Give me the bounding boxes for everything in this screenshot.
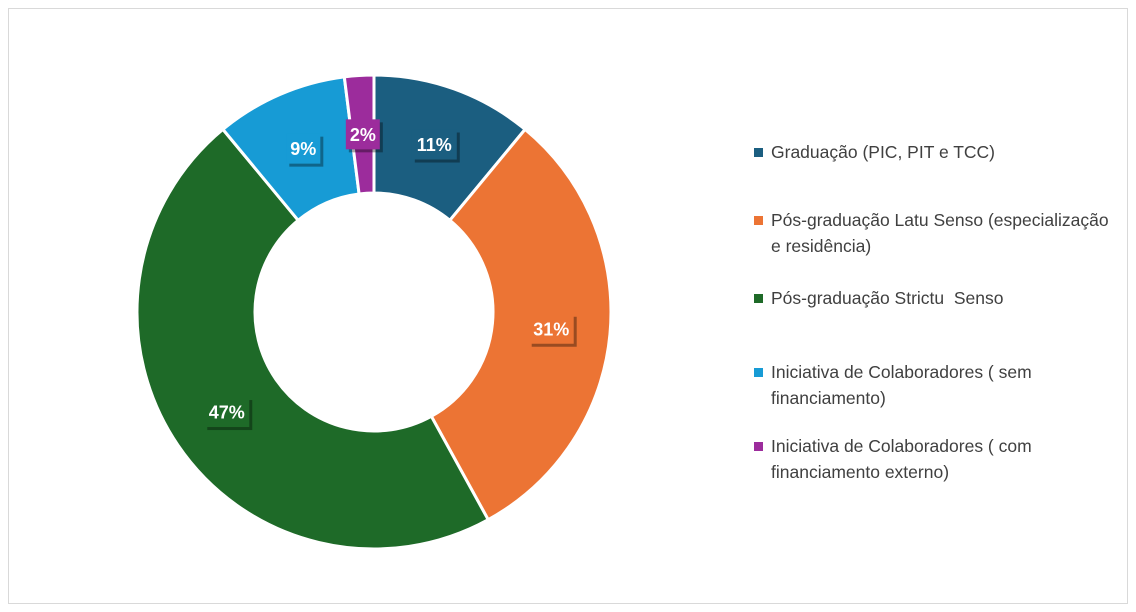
- legend-label: Iniciativa de Colaboradores ( sem financ…: [771, 362, 1037, 408]
- legend-item: Graduação (PIC, PIT e TCC): [754, 139, 1114, 165]
- data-label: 9%: [290, 139, 316, 159]
- legend-item: Pós-graduação Latu Senso (especialização…: [754, 207, 1114, 259]
- legend-swatch: [754, 216, 763, 225]
- label-box: [528, 313, 574, 344]
- legend-label: Graduação (PIC, PIT e TCC): [771, 142, 996, 162]
- legend-item: Iniciativa de Colaboradores ( sem financ…: [754, 359, 1114, 411]
- label-box: [286, 133, 321, 164]
- legend-swatch: [754, 148, 763, 157]
- label-box: [345, 119, 380, 150]
- legend-label: Iniciativa de Colaboradores ( com financ…: [771, 436, 1042, 482]
- legend-swatch: [754, 368, 763, 377]
- data-label: 2%: [350, 125, 376, 145]
- data-label: 11%: [417, 135, 452, 155]
- legend-item: Iniciativa de Colaboradores ( com financ…: [754, 433, 1114, 485]
- legend-label: Pós-graduação Strictu Senso: [771, 288, 1004, 308]
- label-box: [204, 397, 250, 428]
- legend-item: Pós-graduação Strictu Senso: [754, 285, 1114, 311]
- data-label: 47%: [209, 403, 245, 423]
- data-label: 31%: [533, 319, 569, 339]
- label-box: [411, 129, 457, 160]
- legend-label: Pós-graduação Latu Senso (especialização…: [771, 210, 1114, 256]
- donut-slice: [429, 127, 613, 522]
- donut-slice: [135, 127, 491, 551]
- legend-swatch: [754, 294, 763, 303]
- legend-swatch: [754, 442, 763, 451]
